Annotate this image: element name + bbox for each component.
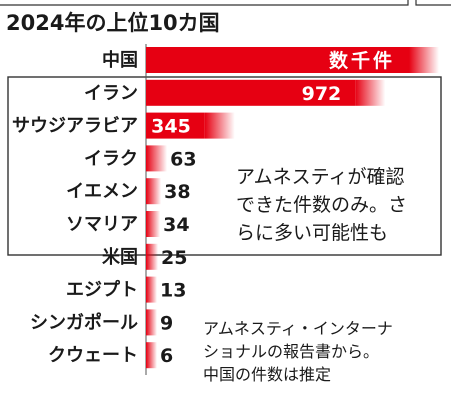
category-label: イエメン [66, 181, 138, 202]
category-label: イラン [84, 83, 138, 104]
value-label: 63 [170, 148, 196, 170]
category-label: ソマリア [66, 214, 138, 235]
value-label: 972 [302, 83, 342, 105]
value-label: 数千件 [329, 49, 395, 72]
bar [146, 47, 409, 73]
bar [146, 112, 205, 139]
bar-fade [355, 79, 386, 106]
bar [146, 79, 356, 106]
category-label: 米国 [102, 246, 138, 268]
bars [146, 47, 439, 369]
category-label: イラク [84, 148, 138, 169]
bar-fade [146, 243, 158, 270]
bar-fade [146, 276, 157, 303]
category-label: クウェート [48, 345, 138, 366]
value-label: 13 [160, 280, 186, 302]
value-label: 25 [161, 247, 187, 269]
header-tab-line [0, 0, 451, 6]
category-label: シンガポール [30, 311, 138, 333]
category-label: サウジアラビア [12, 116, 138, 137]
boxed-note: アムネスティが確認 できた件数のみ。さ らに多い可能性も [236, 166, 413, 244]
chart-title: 2024年の上位10カ国 [6, 11, 220, 35]
bar-fade [146, 145, 168, 172]
bar-fade [204, 112, 235, 139]
bar-fade [146, 342, 157, 369]
category-label: エジプト [66, 279, 138, 301]
value-labels: 数千件 972 345 63 38 34 25 13 9 6 [151, 49, 395, 367]
value-label: 9 [160, 312, 173, 334]
value-label: 38 [164, 181, 190, 203]
bar-fade [409, 47, 439, 73]
highlight-box [7, 76, 442, 256]
category-label: 中国 [102, 49, 138, 71]
source-note: アムネスティ・インターナ ショナルの報告書から。 中国の件数は推定 [203, 319, 398, 384]
bar-fade [146, 309, 157, 336]
value-label: 345 [151, 116, 191, 138]
value-label: 6 [160, 345, 173, 367]
value-label: 34 [163, 214, 189, 236]
bar-fade [146, 211, 161, 237]
bar-fade [146, 178, 162, 205]
